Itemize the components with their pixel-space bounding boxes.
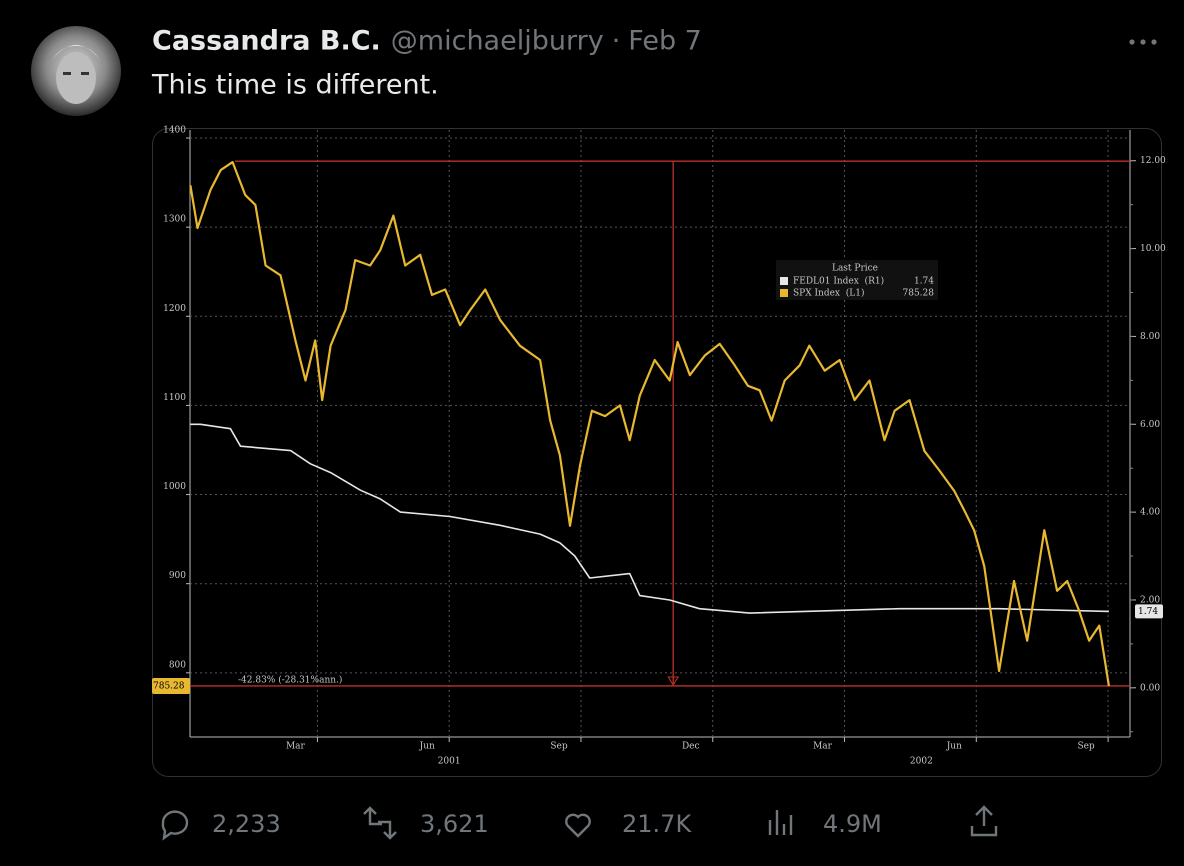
y2-tick-label: 12.00 [1140, 156, 1166, 166]
y-tick-label: 1200 [163, 304, 186, 314]
more-menu[interactable] [1129, 39, 1157, 45]
year-label: 2001 [438, 757, 461, 767]
legend-label: FEDL01 Index (R1) [793, 276, 884, 287]
series-line [189, 161, 1110, 687]
y-tick-label: 1300 [163, 215, 186, 225]
y2-tick-label: 0.00 [1140, 683, 1160, 693]
x-tick-label: Mar [813, 742, 833, 752]
x-tick-label: Sep [1077, 742, 1094, 752]
reply-button[interactable] [161, 810, 189, 841]
x-tick-label: Jun [419, 742, 435, 752]
legend-title: Last Price [832, 264, 878, 274]
y-tick-label: 1400 [163, 126, 186, 136]
x-tick-label: Mar [286, 742, 306, 752]
y2-tick-label: 4.00 [1140, 508, 1160, 518]
separator: · [612, 26, 621, 57]
y-tick-label: 900 [169, 571, 186, 581]
x-tick-label: Jun [946, 742, 962, 752]
legend-value: 1.74 [914, 277, 934, 287]
y2-tick-label: 10.00 [1140, 244, 1166, 254]
views-button[interactable] [768, 810, 793, 835]
last-value-badge [1135, 604, 1163, 619]
like-count[interactable]: 21.7K [622, 810, 692, 838]
legend-swatch [780, 277, 788, 285]
view-count[interactable]: 4.9M [823, 810, 882, 838]
like-button[interactable] [565, 813, 591, 838]
legend-swatch [780, 289, 788, 297]
y-tick-label: 1000 [163, 482, 186, 492]
annotation: -42.83% (-28.31%ann.) [238, 674, 342, 685]
post-date[interactable]: Feb 7 [628, 26, 702, 57]
share-button[interactable] [970, 805, 998, 837]
repost-count[interactable]: 3,621 [420, 810, 489, 838]
x-tick-label: Sep [550, 742, 567, 752]
y2-tick-label: 8.00 [1140, 332, 1160, 342]
y2-tick-label: 6.00 [1140, 420, 1160, 430]
legend-label: SPX Index (L1) [793, 288, 864, 299]
range-arrow [667, 676, 680, 686]
reply-count[interactable]: 2,233 [212, 810, 281, 838]
post-text: This time is different. [151, 70, 439, 101]
author-handle[interactable]: @michaeljburry [391, 26, 604, 57]
last-value-label: 1.74 [1138, 607, 1158, 617]
legend-value: 785.28 [903, 289, 935, 299]
last-value-label: 785.28 [153, 681, 185, 691]
last-value-badge [152, 677, 190, 694]
chart: 800 900 1000 1100 1200 1300 1400 0.00 2.00 4.00 6.… [152, 126, 1166, 767]
author-name[interactable]: Cassandra B.C. [152, 26, 381, 57]
y-tick-label: 800 [169, 660, 186, 670]
y2-tick-label: 2.00 [1140, 595, 1160, 605]
avatar[interactable] [31, 26, 121, 116]
series-line [190, 423, 1109, 614]
y-tick-label: 1100 [163, 393, 186, 403]
repost-button[interactable] [363, 806, 397, 840]
legend-box [776, 260, 938, 300]
year-label: 2002 [910, 757, 933, 767]
x-tick-label: Dec [682, 742, 700, 752]
